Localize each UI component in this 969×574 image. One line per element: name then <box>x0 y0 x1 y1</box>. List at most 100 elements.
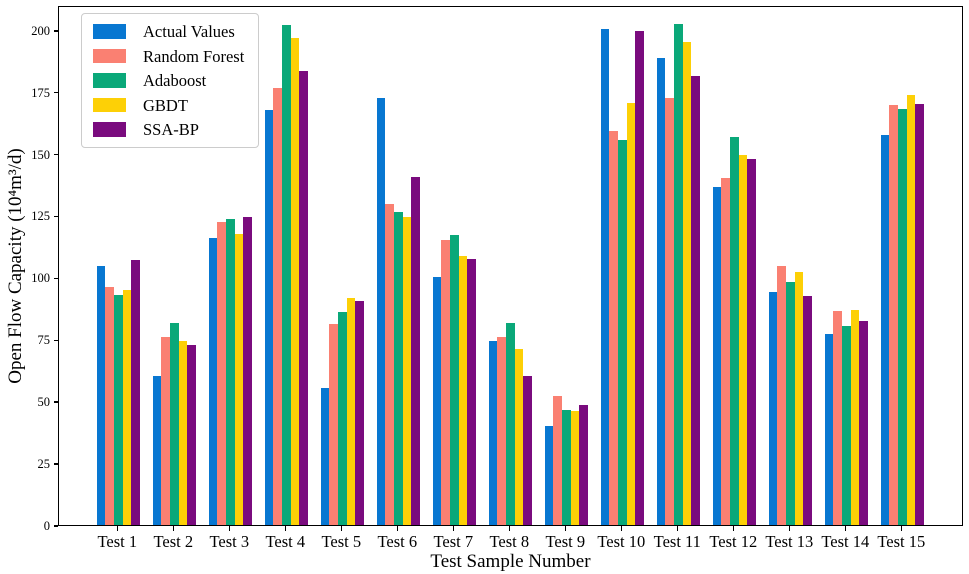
y-tick <box>53 277 58 280</box>
x-tick <box>788 526 791 531</box>
x-tick <box>900 526 903 531</box>
legend-item-adaboost: Adaboost <box>93 72 244 89</box>
bar-adaboost-test-7 <box>450 235 459 525</box>
bar-ssa-bp-test-1 <box>131 260 140 525</box>
bar-ssa-bp-test-14 <box>859 320 868 525</box>
bar-adaboost-test-15 <box>898 109 907 525</box>
bar-gbdt-test-8 <box>514 349 524 525</box>
bar-actual-values-test-7 <box>432 277 442 525</box>
legend-swatch-icon <box>93 122 126 137</box>
x-tick-label: Test 12 <box>709 532 758 551</box>
bar-adaboost-test-6 <box>394 211 403 525</box>
bar-random-forest-test-11 <box>665 97 674 525</box>
bar-actual-values-test-13 <box>768 292 778 525</box>
bar-ssa-bp-test-11 <box>691 75 700 525</box>
bar-adaboost-test-11 <box>674 23 683 525</box>
bar-actual-values-test-5 <box>320 387 330 525</box>
bar-random-forest-test-9 <box>553 396 562 525</box>
bar-ssa-bp-test-5 <box>355 300 364 525</box>
x-tick-label: Test 5 <box>321 532 362 551</box>
legend-label: Actual Values <box>143 22 235 41</box>
y-tick <box>53 463 58 465</box>
x-tick-label: Test 9 <box>545 532 586 551</box>
bar-adaboost-test-2 <box>170 323 179 525</box>
bar-gbdt-test-14 <box>850 309 860 525</box>
y-tick <box>53 91 58 94</box>
bar-actual-values-test-12 <box>712 187 722 525</box>
legend-label: SSA-BP <box>143 120 199 139</box>
bar-ssa-bp-test-15 <box>915 104 924 525</box>
x-tick <box>844 526 847 531</box>
bar-gbdt-test-3 <box>234 234 244 525</box>
y-tick-label: 100 <box>31 271 50 286</box>
x-tick-label: Test 3 <box>209 532 250 551</box>
y-tick-label: 0 <box>43 519 50 533</box>
bar-gbdt-test-13 <box>794 272 804 525</box>
legend-item-ssa-bp: SSA-BP <box>93 121 244 138</box>
legend-item-actual-values: Actual Values <box>93 23 244 40</box>
x-tick-label: Test 15 <box>877 532 926 551</box>
y-tick <box>53 215 58 218</box>
x-tick <box>340 526 343 531</box>
legend-swatch-icon <box>93 97 126 113</box>
bar-gbdt-test-2 <box>178 340 188 525</box>
x-tick <box>452 526 455 531</box>
bar-adaboost-test-9 <box>562 409 571 525</box>
x-tick-label: Test 6 <box>377 532 418 551</box>
y-tick-label: 175 <box>31 85 50 100</box>
bar-random-forest-test-3 <box>217 221 226 525</box>
x-tick-label: Test 10 <box>597 532 646 551</box>
bar-random-forest-test-12 <box>721 178 730 525</box>
x-tick <box>116 526 119 531</box>
bar-gbdt-test-4 <box>290 38 300 525</box>
x-tick-label: Test 14 <box>821 532 870 551</box>
bar-random-forest-test-14 <box>833 310 842 525</box>
x-tick-label: Test 13 <box>765 532 814 551</box>
x-tick-label: Test 8 <box>489 532 530 551</box>
x-tick <box>396 526 399 531</box>
bar-ssa-bp-test-7 <box>467 258 476 525</box>
legend-label: GBDT <box>143 95 188 115</box>
bar-actual-values-test-15 <box>880 135 890 525</box>
x-tick-label: Test 7 <box>433 532 474 551</box>
bar-actual-values-test-2 <box>152 376 162 525</box>
bar-gbdt-test-12 <box>738 154 748 525</box>
bar-ssa-bp-test-13 <box>803 295 812 525</box>
y-tick-label: 25 <box>37 457 51 472</box>
y-tick-label: 150 <box>31 147 50 162</box>
y-tick <box>53 153 58 156</box>
bar-gbdt-test-11 <box>682 42 692 525</box>
bar-random-forest-test-5 <box>329 324 338 525</box>
x-tick <box>508 526 511 531</box>
bar-ssa-bp-test-10 <box>635 31 644 525</box>
bar-ssa-bp-test-6 <box>411 177 420 525</box>
bar-adaboost-test-10 <box>618 139 627 525</box>
bar-random-forest-test-6 <box>385 204 394 525</box>
bar-random-forest-test-7 <box>441 240 450 525</box>
y-tick-label: 75 <box>37 333 51 348</box>
bar-actual-values-test-8 <box>488 340 498 525</box>
x-tick <box>732 526 735 531</box>
bar-gbdt-test-10 <box>626 102 636 525</box>
bar-gbdt-test-6 <box>402 216 412 525</box>
x-tick-label: Test 4 <box>265 532 306 551</box>
y-tick-label: 125 <box>31 209 50 224</box>
x-tick <box>284 526 287 531</box>
legend-swatch-icon <box>93 48 126 64</box>
x-tick <box>228 526 231 531</box>
legend-item-gbdt: GBDT <box>93 97 244 114</box>
bar-adaboost-test-12 <box>730 137 739 525</box>
x-tick <box>676 526 679 531</box>
bar-adaboost-test-3 <box>226 219 235 525</box>
bar-gbdt-test-15 <box>906 95 916 525</box>
bar-actual-values-test-11 <box>656 58 666 525</box>
y-tick <box>53 30 58 32</box>
y-tick <box>53 525 58 527</box>
x-axis-title: Test Sample Number <box>430 551 591 572</box>
bar-adaboost-test-5 <box>338 312 347 525</box>
legend-label: Adaboost <box>143 71 207 90</box>
y-tick-label: 200 <box>31 23 50 38</box>
bar-adaboost-test-8 <box>506 323 515 525</box>
bar-ssa-bp-test-2 <box>187 345 196 525</box>
